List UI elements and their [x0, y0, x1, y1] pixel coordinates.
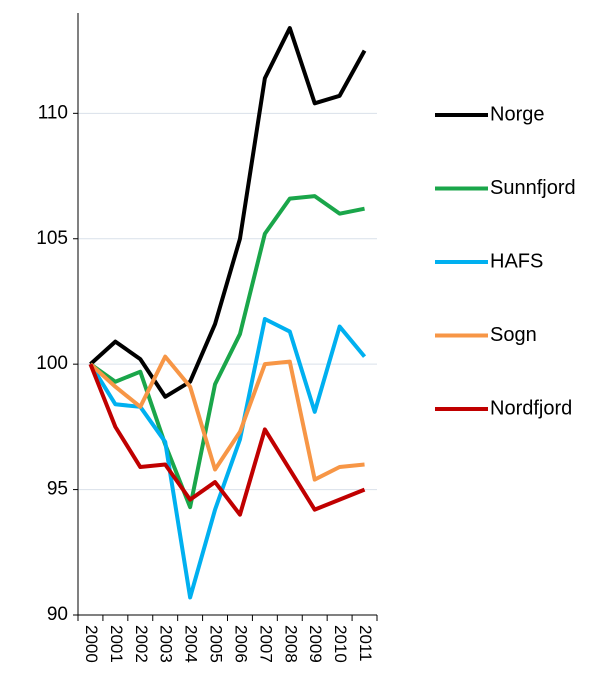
y-tick-label: 100	[36, 353, 68, 374]
legend-label: Nordfjord	[490, 397, 572, 419]
line-series	[89, 26, 367, 399]
x-tick-label: 2004	[182, 625, 201, 663]
legend-label: HAFS	[490, 250, 543, 272]
x-tick-label: 2007	[256, 625, 275, 663]
x-tick-label: 2001	[107, 625, 126, 663]
x-tick-label: 2003	[157, 625, 176, 663]
x-tick-label: 2005	[207, 625, 226, 663]
legend-label: Sunnfjord	[490, 177, 576, 199]
x-tick-label: 2011	[356, 625, 375, 662]
line-series	[89, 354, 365, 482]
y-tick-label: 90	[47, 604, 68, 625]
y-tick-label: 105	[36, 228, 68, 249]
line-series	[88, 363, 366, 517]
line-series	[89, 194, 365, 510]
legend-label: Norge	[490, 103, 544, 125]
y-tick-label: 95	[47, 479, 68, 500]
x-tick-label: 2006	[231, 625, 250, 663]
y-tick-label: 110	[38, 102, 68, 123]
x-tick-label: 2010	[331, 625, 350, 663]
x-tick-label: 2002	[132, 625, 151, 663]
legend-label: Sogn	[490, 324, 537, 346]
x-tick-label: 2008	[281, 625, 300, 663]
x-tick-label: 2009	[306, 625, 325, 663]
line-series	[88, 317, 367, 600]
x-tick-label: 2000	[82, 625, 101, 663]
